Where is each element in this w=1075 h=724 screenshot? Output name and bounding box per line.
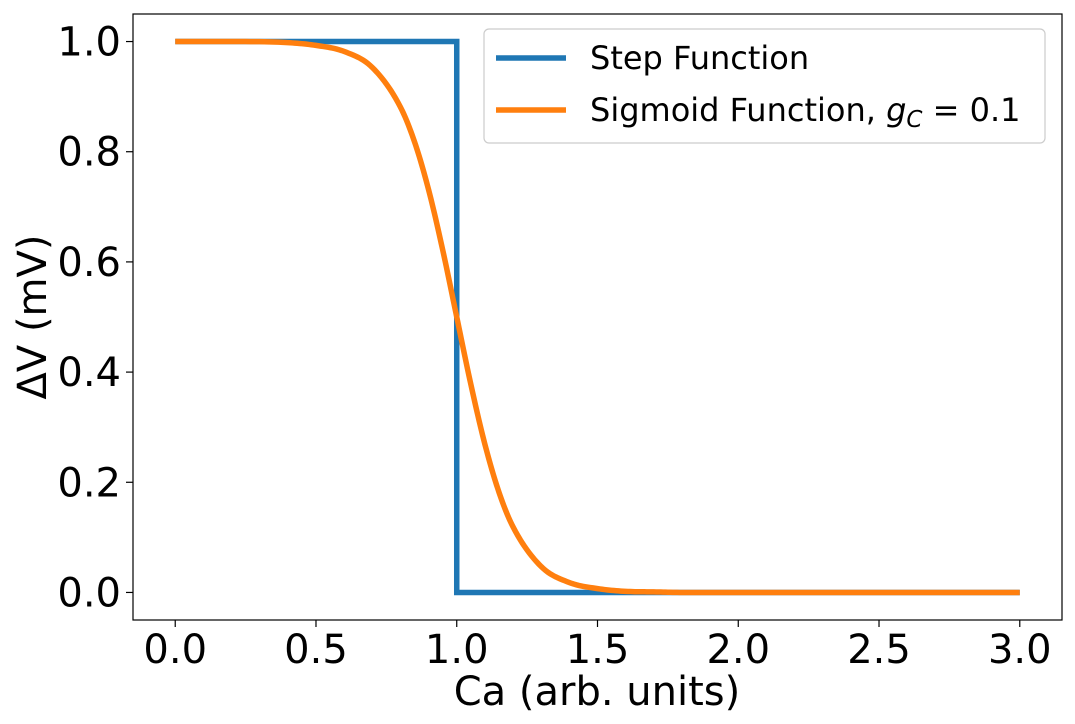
x-axis-ticks: 0.0 0.5 1.0 1.5 2.0 2.5 3.0 bbox=[143, 620, 1052, 673]
series-layer bbox=[175, 38, 1020, 596]
y-tick-label: 0.0 bbox=[57, 570, 121, 616]
y-axis-label: ΔV (mV) bbox=[10, 235, 56, 400]
legend-label-sigmoid-tail: = 0.1 bbox=[922, 91, 1020, 129]
y-tick-label: 0.2 bbox=[57, 460, 121, 506]
legend-label-sigmoid-text: Sigmoid Function, bbox=[590, 91, 886, 129]
y-tick-label: 0.6 bbox=[57, 240, 121, 286]
x-tick-label: 1.0 bbox=[425, 627, 489, 673]
legend-box bbox=[483, 28, 1046, 144]
y-axis-ticks: 0.0 0.2 0.4 0.6 0.8 1.0 bbox=[57, 20, 133, 616]
legend-label-step: Step Function bbox=[590, 39, 809, 77]
sigmoid-function-line bbox=[175, 38, 1020, 596]
legend-label-sigmoid-symbol: g bbox=[886, 91, 906, 129]
x-axis-label: Ca (arb. units) bbox=[454, 669, 740, 715]
legend: Step Function Sigmoid Function, gC = 0.1 bbox=[483, 28, 1046, 144]
y-tick-label: 0.8 bbox=[57, 130, 121, 176]
x-tick-label: 1.5 bbox=[566, 627, 630, 673]
x-tick-label: 2.5 bbox=[847, 627, 911, 673]
x-tick-label: 3.0 bbox=[988, 627, 1052, 673]
y-tick-label: 0.4 bbox=[57, 350, 121, 396]
x-tick-label: 2.0 bbox=[706, 627, 770, 673]
y-tick-label: 1.0 bbox=[57, 20, 121, 66]
legend-label-sigmoid: Sigmoid Function, gC = 0.1 bbox=[590, 91, 1021, 133]
x-tick-label: 0.5 bbox=[284, 627, 348, 673]
legend-label-sigmoid-subscript: C bbox=[906, 107, 922, 133]
x-tick-label: 0.0 bbox=[143, 627, 207, 673]
